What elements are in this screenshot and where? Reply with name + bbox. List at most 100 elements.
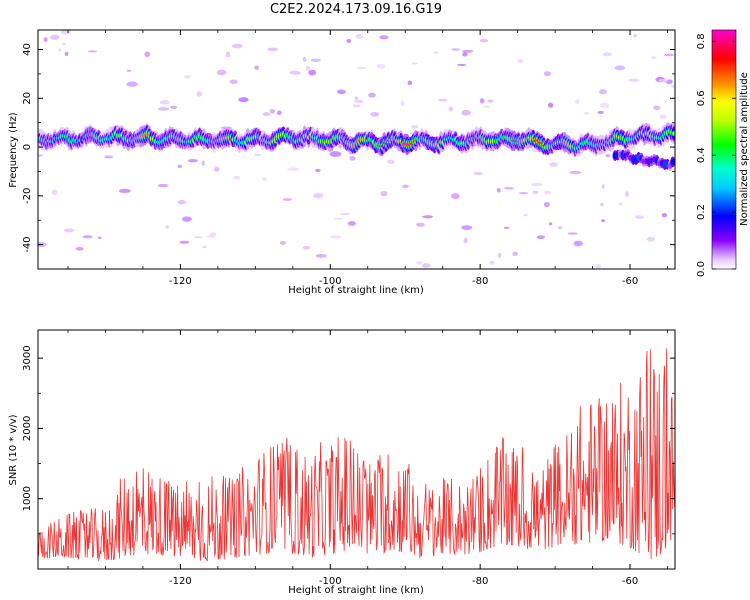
snr-y-label: SNR (10 * v/v) bbox=[8, 414, 19, 485]
spectrogram-speckle bbox=[523, 213, 528, 217]
spectrogram-speckle bbox=[437, 98, 448, 102]
spectrogram-speckle bbox=[380, 190, 388, 197]
spectrogram-speckle bbox=[313, 192, 324, 199]
spectrogram-speckle bbox=[402, 184, 409, 189]
spectrogram-speckle bbox=[575, 99, 580, 104]
spectrogram-speckle bbox=[487, 99, 494, 103]
spectrogram-speckle bbox=[254, 65, 259, 70]
spectrogram-speckle bbox=[201, 160, 205, 167]
spectrogram-cell bbox=[672, 132, 675, 135]
spectrogram-speckle bbox=[225, 51, 231, 58]
colorbar-ticks: 0.0 0.2 0.4 0.6 0.8 bbox=[696, 33, 736, 277]
spectrogram-speckle bbox=[567, 232, 578, 235]
spectrogram-x-tick-label: -120 bbox=[169, 276, 192, 287]
spectrogram-speckle bbox=[157, 107, 170, 111]
spectrogram-speckle bbox=[463, 237, 468, 244]
spectrogram-speckle bbox=[370, 112, 380, 117]
spectrogram-speckle bbox=[433, 51, 439, 54]
spectrogram-speckle bbox=[462, 52, 468, 57]
spectrogram-speckle bbox=[653, 105, 661, 111]
colorbar-tick-label: 0.4 bbox=[696, 147, 707, 163]
spectrogram-speckle bbox=[97, 236, 102, 239]
spectrogram-speckle bbox=[261, 177, 268, 181]
snr-x-tick-label: -60 bbox=[622, 576, 638, 587]
spectrogram-speckle bbox=[209, 232, 217, 237]
spectrogram-speckle bbox=[276, 110, 282, 116]
spectrogram-speckle bbox=[543, 190, 552, 195]
spectrogram-speckle bbox=[253, 153, 262, 156]
spectrogram-speckle bbox=[165, 225, 169, 230]
spectrogram-y-tick-label: 20 bbox=[22, 92, 33, 105]
spectrogram-y-tick-label: 40 bbox=[22, 43, 33, 56]
snr-frame bbox=[37, 329, 676, 570]
spectrogram-speckle bbox=[602, 52, 613, 57]
spectrogram-speckle bbox=[179, 240, 190, 244]
spectrogram-speckle bbox=[229, 79, 238, 85]
colorbar-tick-label: 0.0 bbox=[696, 261, 707, 277]
spectrogram-speckle bbox=[461, 109, 471, 116]
colorbar-frame bbox=[711, 29, 737, 270]
spectrogram-speckle bbox=[658, 78, 669, 83]
spectrogram-speckle bbox=[177, 200, 187, 205]
spectrogram-speckle bbox=[479, 98, 485, 104]
spectrogram-speckle bbox=[330, 235, 342, 239]
spectrogram-speckle bbox=[597, 110, 604, 114]
spectrogram-cell bbox=[670, 158, 675, 165]
snr-x-tick-label: -80 bbox=[472, 576, 488, 587]
spectrogram-speckle bbox=[184, 74, 191, 79]
spectrogram-speckle bbox=[352, 104, 361, 108]
spectrogram-speckle bbox=[289, 70, 301, 75]
spectrogram-speckle bbox=[238, 97, 249, 103]
spectrogram-speckle bbox=[416, 222, 425, 227]
spectrogram-speckle bbox=[233, 175, 241, 180]
spectrogram-speckle bbox=[43, 37, 48, 43]
spectrogram-speckle bbox=[416, 261, 423, 265]
spectrogram-speckle bbox=[279, 240, 287, 245]
spectrogram-speckle bbox=[287, 167, 299, 171]
spectrogram-speckle bbox=[598, 89, 607, 95]
spectrogram-speckle bbox=[302, 245, 311, 250]
spectrogram-speckle bbox=[530, 182, 543, 187]
spectrogram-speckle bbox=[462, 49, 474, 53]
snr-series-line bbox=[38, 348, 675, 562]
spectrogram-speckle bbox=[532, 190, 539, 195]
spectrogram-speckle bbox=[633, 33, 637, 38]
spectrogram-speckle bbox=[51, 189, 58, 196]
spectrogram-speckle bbox=[354, 96, 358, 100]
spectrogram-speckle bbox=[496, 188, 501, 193]
spectrogram-speckle bbox=[82, 235, 93, 239]
spectrogram-speckle bbox=[549, 162, 558, 167]
spectrogram-speckle bbox=[315, 254, 327, 258]
spectrogram-speckle bbox=[308, 69, 317, 76]
spectrogram-y-tick-label: 0 bbox=[22, 144, 33, 150]
spectrogram-speckle bbox=[50, 34, 60, 40]
figure-title: C2E2.2024.173.09.16.G19 bbox=[269, 2, 443, 17]
spectrogram-speckle bbox=[600, 202, 604, 207]
spectrogram-speckle bbox=[144, 51, 151, 58]
snr-y-tick-label: 3000 bbox=[22, 345, 33, 370]
spectrogram-speckle bbox=[411, 62, 418, 65]
snr-panel: -120 -100 -80 -60 1000 2000 3000 Height of str… bbox=[8, 329, 676, 596]
spectrogram-speckle bbox=[334, 217, 344, 220]
spectrogram-speckle bbox=[503, 226, 510, 230]
spectrogram-speckle bbox=[329, 151, 342, 157]
spectrogram-frame bbox=[37, 29, 676, 270]
spectrogram-speckle bbox=[512, 251, 518, 256]
spectrogram-speckle bbox=[346, 38, 352, 43]
snr-x-tick-label: -100 bbox=[319, 576, 342, 587]
snr-x-label: Height of straight line (km) bbox=[288, 585, 424, 596]
spectrogram-speckle bbox=[461, 225, 473, 231]
spectrogram-speckle bbox=[269, 108, 275, 114]
spectrogram-speckle bbox=[421, 263, 431, 268]
spectrogram-speckle bbox=[536, 235, 545, 240]
spectrogram-y-tick-label: -20 bbox=[22, 188, 33, 204]
spectrogram-speckle bbox=[407, 80, 413, 86]
spectrogram-speckle bbox=[635, 215, 644, 220]
spectrogram-speckle bbox=[498, 252, 502, 259]
spectrogram-speckle bbox=[605, 153, 611, 158]
spectrogram-speckle bbox=[670, 85, 675, 88]
spectrogram-speckle bbox=[75, 246, 84, 251]
colorbar-label: Normalized spectral amplitude bbox=[739, 72, 750, 226]
colorbar-tick-label: 0.8 bbox=[696, 33, 707, 49]
